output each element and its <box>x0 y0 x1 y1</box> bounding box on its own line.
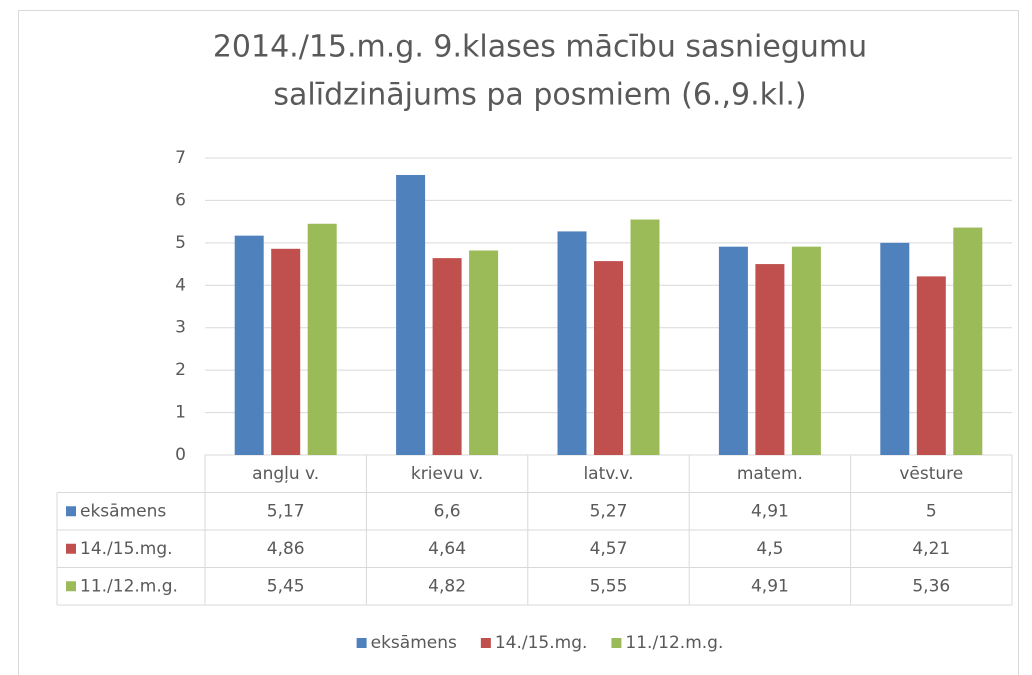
legend-label: 14./15.mg. <box>495 633 588 653</box>
legend-key <box>356 638 367 648</box>
chart-title-line: 2014./15.m.g. 9.klases mācību sasniegumu <box>213 30 867 65</box>
y-tick-label: 1 <box>175 403 186 423</box>
bar <box>234 235 264 455</box>
legend-label: eksāmens <box>371 633 457 653</box>
table-value: 5,36 <box>912 576 950 596</box>
x-tick-label: angļu v. <box>252 464 319 484</box>
bar <box>307 223 337 455</box>
x-tick-label: vēsture <box>899 464 963 484</box>
table-value: 4,21 <box>912 539 950 559</box>
table-series-name: 14./15.mg. <box>80 539 173 559</box>
table-value: 6,6 <box>434 501 461 521</box>
table-value: 4,57 <box>590 539 628 559</box>
table-value: 5,17 <box>267 501 305 521</box>
table-value: 4,82 <box>428 576 466 596</box>
table-value: 4,91 <box>751 501 789 521</box>
x-tick-label: latv.v. <box>583 464 633 484</box>
table-series-name: eksāmens <box>80 501 166 521</box>
table-value: 4,5 <box>756 539 783 559</box>
chart-title-line: salīdzinājums pa posmiem (6.,9.kl.) <box>273 78 806 113</box>
bar <box>271 248 301 455</box>
y-tick-label: 2 <box>175 360 186 380</box>
table-value: 5,27 <box>590 501 628 521</box>
table-legend-key <box>66 581 76 592</box>
bar <box>630 219 660 455</box>
y-tick-label: 5 <box>175 233 186 253</box>
bar <box>880 242 910 455</box>
legend-key <box>480 638 491 648</box>
bar <box>755 264 785 455</box>
bar <box>718 246 748 455</box>
chart-frame <box>18 10 1019 675</box>
bar <box>916 276 946 455</box>
bar <box>594 261 623 455</box>
table-value: 4,86 <box>267 539 305 559</box>
y-tick-label: 3 <box>175 318 186 338</box>
y-tick-label: 7 <box>175 148 186 168</box>
x-tick-label: matem. <box>737 464 803 484</box>
legend-label: 11./12.m.g. <box>625 633 723 653</box>
bar <box>432 258 462 455</box>
table-legend-key <box>66 543 76 554</box>
legend-key <box>611 638 622 648</box>
y-tick-label: 6 <box>175 190 186 210</box>
bar <box>791 246 821 455</box>
table-series-name: 11./12.m.g. <box>80 576 178 596</box>
table-value: 5 <box>926 501 937 521</box>
table-value: 5,45 <box>267 576 305 596</box>
bar <box>557 231 587 455</box>
bar <box>469 250 499 455</box>
bar <box>396 174 426 455</box>
y-tick-label: 4 <box>175 275 186 295</box>
x-tick-label: krievu v. <box>411 464 483 484</box>
bar <box>953 227 983 455</box>
table-value: 4,64 <box>428 539 466 559</box>
y-tick-label: 0 <box>175 445 186 465</box>
table-value: 4,91 <box>751 576 789 596</box>
table-value: 5,55 <box>590 576 628 596</box>
table-legend-key <box>66 506 76 517</box>
